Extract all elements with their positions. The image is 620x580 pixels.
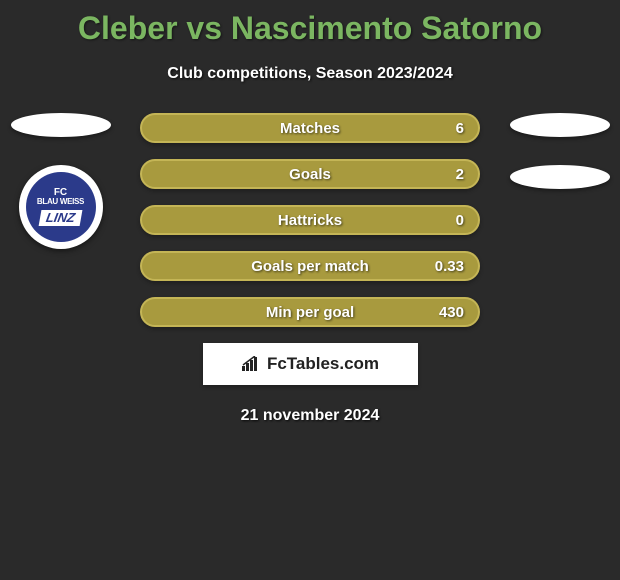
- stat-bars: Matches 6 Goals 2 Hattricks 0 Goals per …: [140, 113, 480, 327]
- player-right-ellipse-2: [510, 165, 610, 189]
- chart-icon: [241, 356, 261, 372]
- page-title: Cleber vs Nascimento Satorno: [0, 0, 620, 47]
- player-right-ellipse-1: [510, 113, 610, 137]
- stat-row-min-per-goal: Min per goal 430: [140, 297, 480, 327]
- stat-value: 6: [456, 120, 464, 137]
- date: 21 november 2024: [0, 407, 620, 425]
- stat-label: Min per goal: [266, 304, 354, 321]
- club-badge-inner: FC BLAU WEISS LINZ: [26, 172, 96, 242]
- badge-line-3: LINZ: [39, 210, 83, 226]
- brand-logo: FcTables.com: [203, 343, 418, 385]
- stat-label: Goals per match: [251, 258, 369, 275]
- player-left-ellipse: [11, 113, 111, 137]
- stat-label: Matches: [280, 120, 340, 137]
- club-badge: FC BLAU WEISS LINZ: [19, 165, 103, 249]
- stat-value: 2: [456, 166, 464, 183]
- right-column: [507, 113, 612, 189]
- stat-row-goals: Goals 2: [140, 159, 480, 189]
- subtitle: Club competitions, Season 2023/2024: [0, 65, 620, 83]
- badge-line-2: BLAU WEISS: [37, 198, 84, 207]
- left-column: FC BLAU WEISS LINZ: [8, 113, 113, 249]
- stat-row-goals-per-match: Goals per match 0.33: [140, 251, 480, 281]
- stat-label: Hattricks: [278, 212, 342, 229]
- stat-row-matches: Matches 6: [140, 113, 480, 143]
- stat-value: 0: [456, 212, 464, 229]
- stat-value: 0.33: [435, 258, 464, 275]
- stat-label: Goals: [289, 166, 331, 183]
- stat-row-hattricks: Hattricks 0: [140, 205, 480, 235]
- brand-text: FcTables.com: [267, 354, 379, 374]
- stat-value: 430: [439, 304, 464, 321]
- content-area: FC BLAU WEISS LINZ Matches 6 Goals 2 Hat…: [0, 113, 620, 425]
